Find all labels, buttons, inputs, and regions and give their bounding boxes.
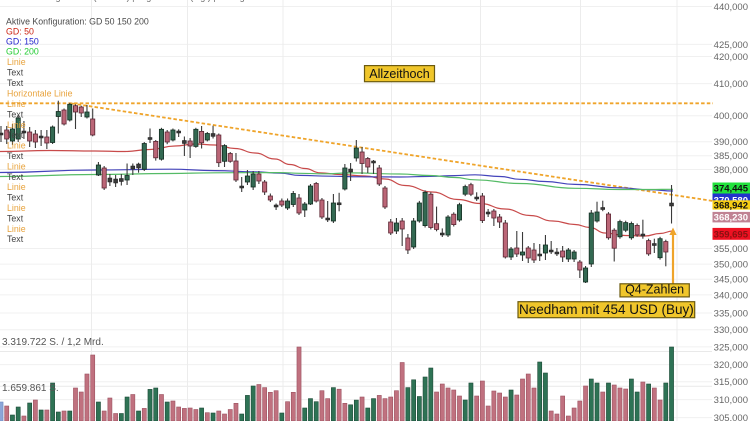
svg-text:325,000: 325,000 [714,342,748,353]
svg-text:Q4-Zahlen: Q4-Zahlen [625,282,684,296]
svg-text:Aktive Konfiguration: GD 50 15: Aktive Konfiguration: GD 50 150 200 [6,17,149,27]
svg-text:Linie: Linie [7,182,26,192]
svg-text:Linie: Linie [7,99,26,109]
svg-text:Text: Text [7,151,24,161]
svg-text:Text: Text [7,213,24,223]
svg-text:Intuitive Surgical Inc. (88802: Intuitive Surgical Inc. (888024) | Tages… [8,0,245,2]
svg-text:3.319.722 S. / 1,2 Mrd.: 3.319.722 S. / 1,2 Mrd. [2,337,104,348]
svg-text:Text: Text [7,67,24,77]
svg-text:Allzeithoch: Allzeithoch [369,67,429,81]
svg-text:Text: Text [7,172,24,182]
svg-text:330,000: 330,000 [714,325,748,336]
svg-text:Linie: Linie [7,161,26,171]
svg-text:Text: Text [7,78,24,88]
svg-text:310,000: 310,000 [714,395,748,406]
svg-text:320,000: 320,000 [714,360,748,371]
svg-text:380,000: 380,000 [714,165,748,176]
svg-text:GD: 50: GD: 50 [6,27,34,37]
svg-text:390,000: 390,000 [714,137,748,148]
svg-text:Horizontale Linie: Horizontale Linie [7,89,73,99]
svg-text:GD: 200: GD: 200 [6,47,39,57]
svg-text:359,695: 359,695 [714,230,749,241]
svg-text:Linie: Linie [7,57,26,67]
svg-text:368,230: 368,230 [714,213,748,224]
svg-text:355,000: 355,000 [714,244,748,255]
svg-text:425,000: 425,000 [714,40,748,51]
svg-text:410,000: 410,000 [714,79,748,90]
svg-text:385,000: 385,000 [714,151,748,162]
svg-text:345,000: 345,000 [714,275,748,286]
svg-text:1.659.861 S.: 1.659.861 S. [2,383,59,394]
svg-text:Linie: Linie [7,120,26,130]
svg-text:374,445: 374,445 [714,184,749,195]
svg-text:Linie: Linie [7,141,26,151]
svg-text:Linie: Linie [7,224,26,234]
svg-text:Text: Text [7,193,24,203]
svg-text:Needham mit 454 USD (Buy): Needham mit 454 USD (Buy) [519,302,694,317]
svg-text:Text: Text [7,109,24,119]
svg-text:400,000: 400,000 [714,111,748,122]
svg-text:Linie: Linie [7,203,26,213]
svg-text:420,000: 420,000 [714,52,748,63]
svg-text:Text: Text [7,234,24,244]
svg-text:305,000: 305,000 [714,413,748,421]
svg-text:GD: 150: GD: 150 [6,37,39,47]
svg-text:340,000: 340,000 [714,290,748,301]
svg-text:368,942: 368,942 [714,200,748,211]
svg-text:335,000: 335,000 [714,308,748,319]
svg-text:Text: Text [7,130,24,140]
svg-text:350,000: 350,000 [714,260,748,271]
svg-text:315,000: 315,000 [714,377,748,388]
svg-text:440,000: 440,000 [714,2,748,13]
